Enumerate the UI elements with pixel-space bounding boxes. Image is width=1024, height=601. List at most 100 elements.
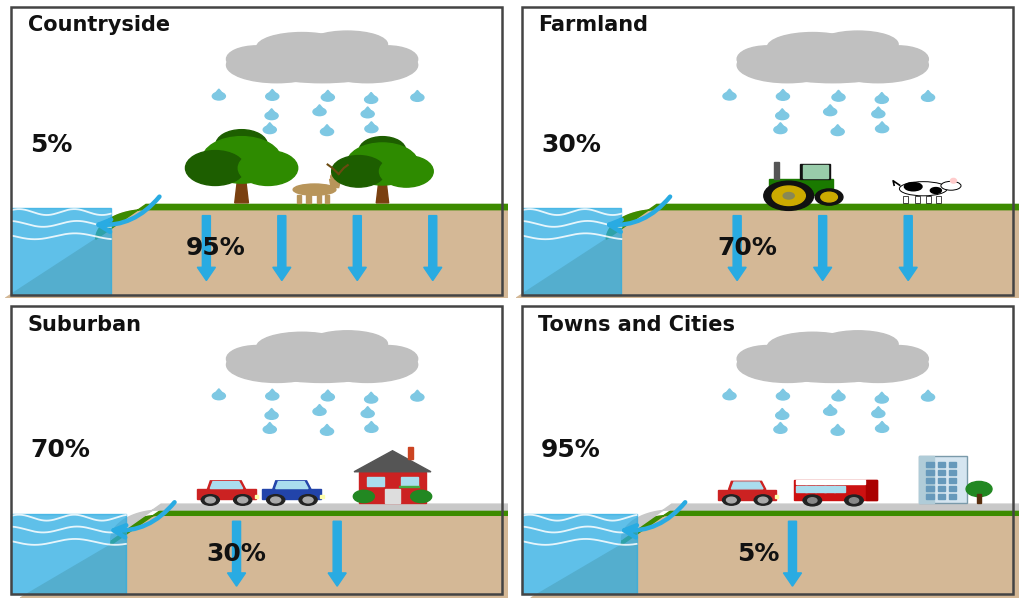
Polygon shape (824, 486, 836, 492)
Polygon shape (400, 477, 418, 486)
Circle shape (266, 93, 279, 100)
Polygon shape (376, 182, 389, 203)
Ellipse shape (357, 46, 418, 72)
Circle shape (233, 495, 252, 505)
Polygon shape (622, 510, 1019, 545)
Circle shape (772, 186, 805, 206)
Polygon shape (5, 3, 508, 298)
Polygon shape (949, 470, 956, 475)
Polygon shape (938, 462, 945, 467)
Polygon shape (272, 481, 311, 489)
Polygon shape (408, 447, 413, 459)
Circle shape (876, 395, 889, 403)
Text: 5%: 5% (737, 542, 779, 566)
Polygon shape (803, 165, 828, 177)
Circle shape (783, 192, 795, 199)
Circle shape (803, 495, 821, 506)
Circle shape (774, 126, 787, 133)
Polygon shape (728, 216, 746, 281)
Circle shape (776, 93, 790, 100)
Circle shape (202, 495, 219, 505)
Polygon shape (111, 510, 508, 545)
Polygon shape (322, 124, 333, 131)
Circle shape (821, 192, 838, 202)
Ellipse shape (737, 346, 798, 372)
Circle shape (185, 151, 245, 186)
Ellipse shape (317, 347, 418, 382)
Polygon shape (938, 470, 945, 475)
Polygon shape (328, 521, 346, 586)
Polygon shape (920, 456, 968, 502)
Circle shape (365, 125, 378, 133)
Circle shape (831, 427, 844, 435)
Polygon shape (210, 481, 243, 489)
Circle shape (876, 125, 889, 133)
Circle shape (831, 393, 845, 401)
Polygon shape (731, 482, 763, 489)
Text: 95%: 95% (541, 438, 601, 462)
Polygon shape (330, 179, 341, 188)
Polygon shape (814, 216, 831, 281)
Polygon shape (877, 392, 888, 398)
Polygon shape (234, 180, 249, 203)
Polygon shape (354, 451, 431, 472)
Ellipse shape (817, 31, 898, 58)
Ellipse shape (257, 32, 347, 62)
Ellipse shape (307, 331, 387, 358)
Polygon shape (833, 90, 844, 97)
Polygon shape (207, 481, 246, 489)
Polygon shape (949, 478, 956, 483)
Polygon shape (322, 424, 333, 431)
Polygon shape (111, 504, 508, 540)
Circle shape (758, 497, 768, 503)
Ellipse shape (317, 47, 418, 83)
Polygon shape (824, 105, 836, 111)
Polygon shape (198, 216, 215, 281)
Ellipse shape (737, 347, 838, 382)
Polygon shape (938, 478, 945, 483)
Polygon shape (522, 208, 622, 294)
Ellipse shape (950, 178, 956, 183)
Polygon shape (213, 389, 224, 395)
Circle shape (299, 495, 317, 505)
Polygon shape (11, 208, 111, 294)
Ellipse shape (817, 331, 898, 358)
Polygon shape (213, 89, 224, 96)
Text: 30%: 30% (207, 542, 266, 566)
Polygon shape (833, 424, 843, 431)
Ellipse shape (226, 346, 287, 372)
Circle shape (764, 181, 814, 210)
Circle shape (216, 130, 267, 160)
Polygon shape (872, 107, 884, 114)
Circle shape (776, 112, 788, 120)
Polygon shape (866, 480, 877, 500)
Circle shape (411, 94, 424, 102)
Polygon shape (833, 390, 844, 397)
Circle shape (831, 94, 845, 101)
Circle shape (212, 93, 225, 100)
Circle shape (776, 412, 788, 419)
Polygon shape (877, 93, 888, 99)
Circle shape (346, 143, 418, 185)
Polygon shape (903, 196, 908, 203)
Circle shape (365, 96, 378, 103)
Polygon shape (606, 204, 1019, 239)
Polygon shape (266, 109, 278, 115)
Polygon shape (297, 195, 301, 203)
Polygon shape (728, 481, 766, 490)
Polygon shape (877, 122, 888, 128)
Ellipse shape (758, 41, 908, 83)
Polygon shape (266, 389, 278, 395)
Polygon shape (325, 195, 329, 203)
Circle shape (823, 108, 837, 115)
Polygon shape (805, 486, 816, 492)
Polygon shape (20, 515, 508, 598)
Polygon shape (516, 303, 1019, 598)
Polygon shape (926, 196, 931, 203)
Polygon shape (366, 421, 377, 428)
Polygon shape (949, 486, 956, 491)
Circle shape (266, 495, 285, 505)
Polygon shape (914, 196, 920, 203)
Text: 95%: 95% (186, 236, 246, 260)
Ellipse shape (868, 346, 929, 372)
